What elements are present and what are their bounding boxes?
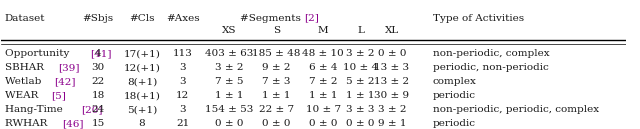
Text: 3: 3 xyxy=(179,77,186,86)
Text: 30 ± 9: 30 ± 9 xyxy=(374,91,410,100)
Text: 3: 3 xyxy=(179,63,186,72)
Text: complex: complex xyxy=(433,77,476,86)
Text: 9 ± 1: 9 ± 1 xyxy=(378,119,406,128)
Text: 7 ± 5: 7 ± 5 xyxy=(215,77,244,86)
Text: 0 ± 0: 0 ± 0 xyxy=(262,119,291,128)
Text: S: S xyxy=(273,26,280,35)
Text: 4: 4 xyxy=(95,49,102,58)
Text: #Segments: #Segments xyxy=(240,14,305,23)
Text: [42]: [42] xyxy=(54,77,76,86)
Text: #Sbjs: #Sbjs xyxy=(83,14,114,23)
Text: 9 ± 2: 9 ± 2 xyxy=(262,63,291,72)
Text: 7 ± 3: 7 ± 3 xyxy=(262,77,291,86)
Text: M: M xyxy=(318,26,328,35)
Text: [5]: [5] xyxy=(51,91,65,100)
Text: L: L xyxy=(357,26,364,35)
Text: [39]: [39] xyxy=(58,63,79,72)
Text: 10 ± 4: 10 ± 4 xyxy=(343,63,378,72)
Text: 0 ± 0: 0 ± 0 xyxy=(346,119,375,128)
Text: #Cls: #Cls xyxy=(129,14,155,23)
Text: 8(+1): 8(+1) xyxy=(127,77,157,86)
Text: 1 ± 1: 1 ± 1 xyxy=(215,91,244,100)
Text: Dataset: Dataset xyxy=(4,14,45,23)
Text: 10 ± 7: 10 ± 7 xyxy=(306,105,340,114)
Text: #Axes: #Axes xyxy=(166,14,200,23)
Text: 5 ± 2: 5 ± 2 xyxy=(346,77,375,86)
Text: 3 ± 2: 3 ± 2 xyxy=(346,49,375,58)
Text: [41]: [41] xyxy=(90,49,111,58)
Text: 185 ± 48: 185 ± 48 xyxy=(252,49,301,58)
Text: 1 ± 1: 1 ± 1 xyxy=(346,91,375,100)
Text: 12(+1): 12(+1) xyxy=(124,63,161,72)
Text: 18(+1): 18(+1) xyxy=(124,91,161,100)
Text: SBHAR: SBHAR xyxy=(4,63,47,72)
Text: periodic, non-periodic: periodic, non-periodic xyxy=(433,63,548,72)
Text: 5(+1): 5(+1) xyxy=(127,105,157,114)
Text: Opportunity: Opportunity xyxy=(4,49,72,58)
Text: XS: XS xyxy=(222,26,237,35)
Text: 0 ± 0: 0 ± 0 xyxy=(215,119,244,128)
Text: 403 ± 63: 403 ± 63 xyxy=(205,49,253,58)
Text: 22 ± 7: 22 ± 7 xyxy=(259,105,294,114)
Text: Wetlab: Wetlab xyxy=(4,77,44,86)
Text: 0 ± 0: 0 ± 0 xyxy=(378,49,406,58)
Text: 15: 15 xyxy=(92,119,105,128)
Text: Type of Activities: Type of Activities xyxy=(433,14,524,23)
Text: 113: 113 xyxy=(173,49,193,58)
Text: 0 ± 0: 0 ± 0 xyxy=(309,119,337,128)
Text: 154 ± 53: 154 ± 53 xyxy=(205,105,253,114)
Text: 30: 30 xyxy=(92,63,105,72)
Text: [2]: [2] xyxy=(305,14,319,23)
Text: [46]: [46] xyxy=(62,119,83,128)
Text: 8: 8 xyxy=(139,119,145,128)
Text: 22: 22 xyxy=(92,77,105,86)
Text: 17(+1): 17(+1) xyxy=(124,49,161,58)
Text: periodic: periodic xyxy=(433,91,476,100)
Text: 6 ± 4: 6 ± 4 xyxy=(309,63,337,72)
Text: 48 ± 10: 48 ± 10 xyxy=(302,49,344,58)
Text: 12: 12 xyxy=(176,91,189,100)
Text: 18: 18 xyxy=(92,91,105,100)
Text: non-periodic, complex: non-periodic, complex xyxy=(433,49,549,58)
Text: periodic: periodic xyxy=(433,119,476,128)
Text: 3 ± 3: 3 ± 3 xyxy=(346,105,375,114)
Text: 24: 24 xyxy=(92,105,105,114)
Text: 3 ± 2: 3 ± 2 xyxy=(215,63,244,72)
Text: non-periodic, periodic, complex: non-periodic, periodic, complex xyxy=(433,105,598,114)
Text: 21: 21 xyxy=(176,119,189,128)
Text: Hang-Time: Hang-Time xyxy=(4,105,65,114)
Text: 1 ± 1: 1 ± 1 xyxy=(309,91,337,100)
Text: 1 ± 1: 1 ± 1 xyxy=(262,91,291,100)
Text: 7 ± 2: 7 ± 2 xyxy=(309,77,337,86)
Text: 3: 3 xyxy=(179,105,186,114)
Text: 13 ± 3: 13 ± 3 xyxy=(374,63,410,72)
Text: WEAR: WEAR xyxy=(4,91,41,100)
Text: 13 ± 2: 13 ± 2 xyxy=(374,77,410,86)
Text: 3 ± 2: 3 ± 2 xyxy=(378,105,406,114)
Text: XL: XL xyxy=(385,26,399,35)
Text: [20]: [20] xyxy=(81,105,103,114)
Text: RWHAR: RWHAR xyxy=(4,119,50,128)
